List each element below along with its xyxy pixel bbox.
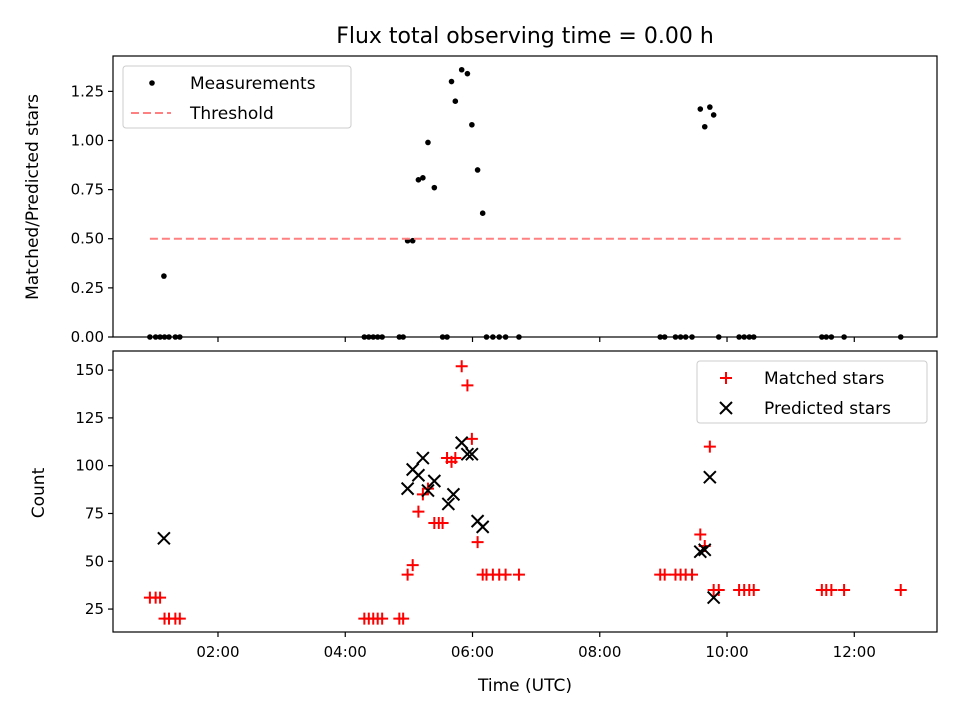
predicted-stars-legend-label: Predicted stars: [764, 399, 891, 419]
predicted-stars-legend-marker: [719, 401, 733, 415]
measurements-point: [448, 78, 455, 85]
top-y-axis-label: Matched/Predicted stars: [23, 94, 43, 300]
measurements-point: [479, 210, 486, 217]
measurements-point: [697, 106, 704, 112]
top-plot-frame: [112, 55, 938, 338]
top-y-tick-label: 1.25: [71, 82, 104, 100]
bottom-y-tick-label: 75: [85, 504, 104, 522]
matched-stars-point: [376, 612, 389, 625]
matched-stars-point: [397, 612, 410, 625]
bottom-y-tick-label: 100: [75, 457, 104, 475]
matched-stars-point: [686, 568, 699, 581]
chart-title: Flux total observing time = 0.00 h: [336, 24, 714, 49]
predicted-stars-point: [416, 451, 430, 465]
bottom-y-tick-label: 50: [85, 552, 104, 570]
measurements-point: [431, 184, 438, 191]
matched-stars-legend-label: Matched stars: [764, 369, 884, 389]
predicted-stars-point: [465, 447, 479, 461]
measurements-point: [474, 167, 481, 173]
bottom-plot-area: 25 50 75 100 125 150 02:00 04:00 06:00 08:00 10:00…: [75, 350, 938, 661]
measurements-point: [420, 175, 426, 181]
matched-stars-point: [449, 452, 462, 465]
predicted-stars-point: [157, 531, 171, 546]
matched-stars-point: [436, 517, 449, 530]
bottom-x-tick-label: 10:00: [705, 643, 748, 661]
bottom-y-axis-label: Count: [29, 467, 49, 518]
predicted-stars-point: [475, 520, 490, 534]
predicted-stars-point: [427, 474, 442, 488]
matched-stars-point: [658, 568, 671, 581]
predicted-stars-point: [454, 436, 469, 450]
top-legend: Measurements Threshold: [122, 65, 352, 129]
legend-box: [122, 65, 352, 129]
predicted-stars-point: [706, 590, 721, 605]
bottom-x-tick-label: 12:00: [833, 643, 876, 661]
matched-stars-point: [461, 379, 474, 392]
predicted-stars-point: [460, 447, 475, 461]
matched-stars-point: [465, 432, 478, 445]
predicted-stars-point: [441, 497, 456, 511]
matched-stars-point: [499, 568, 512, 581]
predicted-stars-point: [421, 483, 435, 498]
bottom-x-tick-label: 08:00: [578, 643, 621, 661]
measurements-point: [701, 123, 708, 130]
bottom-y-tick-label: 150: [75, 361, 104, 379]
matched-stars-point: [401, 568, 414, 581]
measurements-point: [161, 273, 167, 279]
measurements-point: [452, 98, 459, 104]
measurements-point: [425, 139, 431, 146]
measurements-point: [415, 176, 422, 183]
bottom-y-tick-label: 25: [85, 600, 104, 618]
predicted-stars-point: [693, 545, 708, 559]
matched-stars-point: [825, 583, 838, 596]
measurements-point: [464, 70, 471, 77]
matched-stars-point: [747, 583, 760, 596]
top-y-tick-label: 0.25: [71, 279, 104, 297]
measurements-point: [469, 121, 475, 128]
matched-stars-point: [894, 583, 907, 596]
bottom-plot-frame: [112, 350, 938, 633]
matched-stars-point: [412, 505, 425, 518]
bottom-y-tick-label: 125: [75, 409, 104, 427]
predicted-stars-point: [703, 470, 717, 484]
bottom-x-tick-label: 06:00: [451, 643, 494, 661]
measurements-legend-marker: [149, 80, 155, 86]
top-plot-area: 0.00 0.25 0.50 0.75 1.00 1.25 Measurements Thre…: [71, 55, 938, 346]
matched-stars-point: [455, 360, 468, 373]
matched-stars-legend-marker: [720, 372, 732, 384]
predicted-stars-point: [446, 487, 461, 502]
bottom-legend: Matched stars Predicted stars: [696, 360, 928, 424]
threshold-legend-label: Threshold: [189, 104, 274, 124]
matched-stars-point: [406, 559, 419, 572]
measurements-legend-label: Measurements: [190, 74, 316, 94]
matched-stars-point: [694, 528, 707, 541]
predicted-stars-point: [411, 468, 426, 482]
matched-stars-point: [173, 612, 186, 625]
bottom-x-tick-label: 02:00: [196, 643, 239, 661]
measurements-point: [710, 112, 717, 118]
top-y-tick-label: 0.00: [71, 328, 104, 346]
x-axis-label: Time (UTC): [477, 676, 572, 696]
matched-stars-point: [838, 583, 851, 596]
matched-stars-point: [703, 440, 716, 453]
bottom-x-tick-label: 04:00: [324, 643, 367, 661]
measurements-point: [458, 66, 465, 73]
predicted-stars-point: [698, 543, 712, 557]
top-y-tick-label: 0.75: [71, 181, 104, 199]
matched-stars-point: [154, 591, 167, 604]
predicted-stars-point: [400, 481, 415, 496]
matched-stars-point: [712, 583, 725, 596]
top-y-tick-label: 1.00: [71, 131, 104, 149]
matched-stars-point: [421, 482, 434, 495]
matched-stars-point: [471, 536, 484, 549]
matched-stars-point: [512, 568, 525, 581]
legend-box: [696, 360, 928, 424]
measurements-point: [707, 104, 713, 110]
top-y-tick-label: 0.50: [71, 230, 104, 248]
